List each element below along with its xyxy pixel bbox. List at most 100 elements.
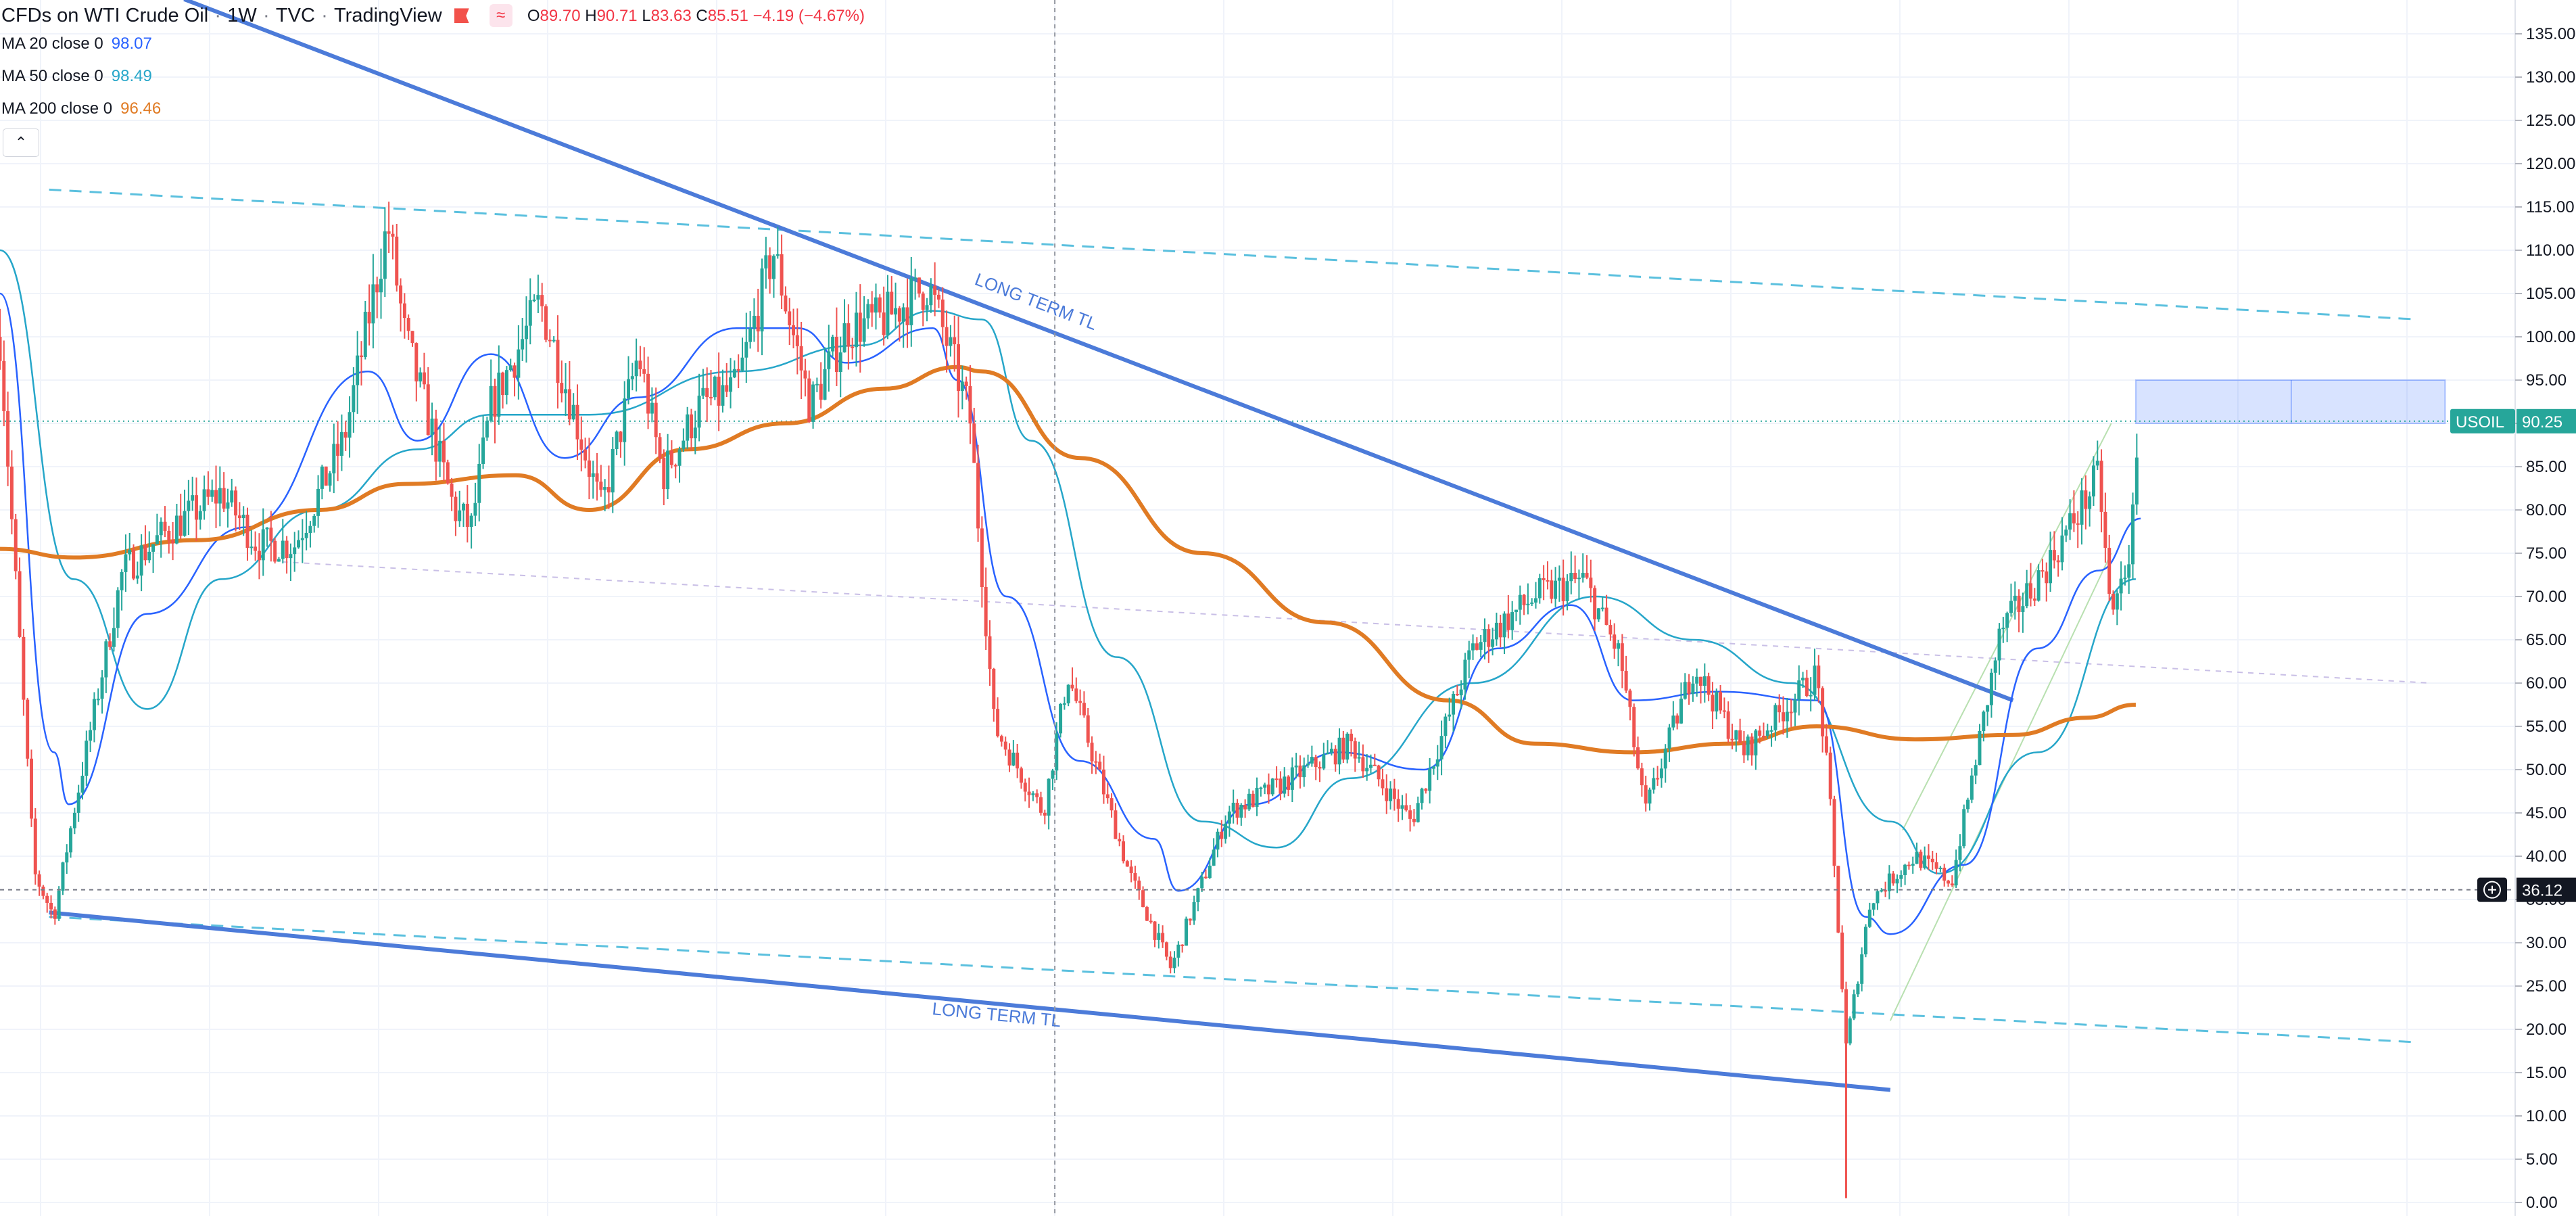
candle-body	[1310, 757, 1314, 764]
indicator-ma20[interactable]: MA 20 close 0 98.07	[1, 32, 152, 55]
candle-body	[976, 463, 980, 529]
symbol-header[interactable]: CFDs on WTI Crude Oil · 1W · TVC · Tradi…	[1, 3, 865, 28]
candle-body	[858, 312, 862, 342]
candle-body	[1314, 757, 1318, 768]
candle-body	[375, 284, 379, 293]
candle-body	[1750, 736, 1754, 755]
candle-body	[1184, 918, 1188, 946]
flag-icon[interactable]	[454, 8, 469, 24]
candle-body	[1542, 578, 1546, 580]
candle-body	[882, 312, 886, 335]
candle-body	[929, 285, 933, 306]
candle-body	[202, 489, 206, 511]
trend-lines[interactable]	[49, 0, 2431, 1092]
candle-body	[638, 360, 642, 370]
candle-body	[1593, 588, 1597, 619]
candle-body	[1997, 628, 2001, 661]
candle-body	[1699, 676, 1703, 686]
tick-label: 0.00	[2526, 1194, 2558, 1212]
candle-body	[1848, 1018, 1852, 1044]
tick-label: 15.00	[2526, 1064, 2567, 1082]
indicator-ma200[interactable]: MA 200 close 0 96.46	[1, 97, 161, 120]
candle-body	[1385, 788, 1389, 801]
candle-body	[1522, 594, 1526, 605]
candle-body	[771, 256, 776, 279]
candle-body	[442, 440, 446, 463]
candle-body	[1828, 752, 1832, 799]
candle-body	[1915, 851, 1919, 864]
tick-label: 40.00	[2526, 847, 2567, 866]
candle-body	[1475, 643, 1479, 650]
indicator-ma50[interactable]: MA 50 close 0 98.49	[1, 65, 152, 88]
price-axis[interactable]: 135.00 130.00 125.00 120.00 115.00 110.00 105.…	[2514, 0, 2576, 1216]
candle-body	[9, 466, 14, 519]
candle-body	[61, 862, 65, 891]
candle-body	[1993, 660, 1997, 673]
candle-body	[1255, 787, 1259, 807]
candle-body	[1059, 703, 1063, 734]
candle-body	[619, 431, 623, 442]
tick-label: 50.00	[2526, 761, 2567, 779]
candle-body	[953, 337, 957, 345]
candle-body	[273, 540, 277, 562]
candle-body	[1707, 676, 1711, 695]
high-value: 90.71	[596, 6, 638, 25]
candle-body	[289, 554, 293, 559]
candle-body	[1227, 811, 1231, 824]
add-alert-plus-icon[interactable]	[2477, 877, 2507, 902]
candle-body	[1153, 921, 1157, 940]
crosshair-price-tag	[2517, 877, 2576, 902]
candle-body	[823, 369, 827, 400]
candle-body	[1550, 580, 1554, 599]
candle-body	[1302, 765, 1306, 778]
tick-label: 5.00	[2526, 1150, 2558, 1169]
candle-body	[234, 490, 238, 516]
candle-body	[2052, 550, 2056, 561]
candle-body	[324, 466, 328, 486]
candle-body	[379, 279, 383, 293]
faint-dashed-line	[282, 561, 2431, 684]
candle-body	[116, 590, 120, 628]
candle-body	[587, 460, 591, 477]
candle-body	[940, 299, 945, 327]
symbol-name[interactable]: CFDs on WTI Crude Oil	[1, 5, 209, 27]
candle-body	[2076, 523, 2080, 525]
tick-label: 70.00	[2526, 588, 2567, 606]
collapse-legend-button[interactable]: ⌃	[3, 128, 39, 157]
wave-icon[interactable]: ≈	[489, 4, 512, 28]
candle-body	[339, 431, 343, 456]
candle-body	[1620, 643, 1624, 672]
candle-body	[1919, 851, 1923, 868]
candle-body	[1066, 684, 1070, 703]
candle-body	[1306, 764, 1310, 766]
candle-body	[72, 812, 76, 828]
candle-body	[1444, 716, 1448, 736]
candle-body	[2099, 461, 2103, 512]
candle-body	[1824, 736, 1828, 753]
indicator-value: 98.49	[111, 67, 152, 85]
candle-body	[615, 431, 619, 449]
candle-body	[1954, 860, 1958, 886]
candle-body	[1577, 578, 1581, 580]
candle-body	[964, 381, 968, 386]
candle-body	[132, 550, 136, 579]
candle-body	[1487, 629, 1491, 647]
candle-body	[57, 890, 61, 919]
candle-body	[391, 233, 395, 237]
candle-body	[846, 323, 851, 347]
candle-body	[1978, 730, 1982, 766]
tick-label: 25.00	[2526, 977, 2567, 996]
candle-body	[1986, 705, 1990, 712]
candle-body	[419, 372, 423, 381]
candle-body	[1514, 609, 1518, 613]
candle-body	[905, 307, 909, 325]
candle-body	[752, 316, 756, 329]
candle-body	[222, 488, 226, 509]
candle-body	[740, 357, 744, 371]
candle-body	[1259, 787, 1263, 789]
candle-body	[1683, 682, 1687, 699]
candle-body	[29, 758, 33, 819]
candle-body	[1455, 694, 1459, 696]
interval[interactable]: 1W	[227, 5, 257, 27]
